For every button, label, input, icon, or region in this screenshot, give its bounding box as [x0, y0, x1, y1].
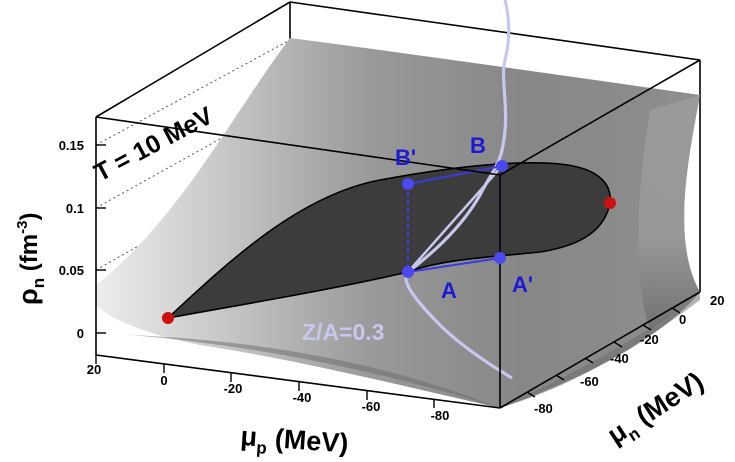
point-b-prime [402, 178, 414, 190]
x-axis-ticks [95, 355, 435, 408]
point-b [496, 160, 508, 172]
z-axis-title: ρn (fm-3) [13, 213, 48, 305]
y-axis-ticks [526, 307, 681, 398]
y-tick-0: 20 [710, 293, 724, 308]
z-tick-1: 0.05 [59, 263, 84, 278]
x-tick-2: -20 [224, 381, 243, 396]
critical-point-high [604, 197, 616, 209]
x-tick-5: -80 [431, 408, 450, 423]
x-tick-1: 0 [160, 373, 167, 388]
isospin-curve [404, 0, 513, 380]
curve-label: Z/A=0.3 [302, 319, 384, 345]
guide-line [407, 165, 503, 273]
x-axis-title: μp (MeV) [239, 421, 349, 457]
z-tick-2: 0.1 [66, 201, 84, 216]
y-tick-4: -60 [580, 374, 599, 389]
box-front-edges [95, 59, 701, 409]
label-a: A [441, 278, 457, 303]
z-axis-ticks [96, 144, 106, 334]
surface-right-fold [638, 95, 700, 330]
x-tick-0: 20 [87, 362, 101, 377]
point-a [402, 266, 414, 278]
y-tick-2: -20 [640, 332, 659, 347]
y-tick-3: -40 [610, 351, 629, 366]
x-tick-3: -40 [293, 390, 312, 405]
label-b: B [470, 133, 486, 158]
z-tick-3: 0.15 [59, 138, 84, 153]
point-a-prime [494, 252, 506, 264]
y-tick-1: 0 [679, 312, 686, 327]
path-points [402, 160, 508, 278]
y-axis-title: μn (MeV) [602, 366, 712, 454]
x-tick-4: -60 [362, 399, 381, 414]
z-tick-0: 0 [77, 326, 84, 341]
critical-point-low [162, 312, 174, 324]
y-tick-5: -80 [534, 401, 553, 416]
label-a-prime: A' [512, 272, 533, 297]
label-b-prime: B' [395, 145, 416, 170]
